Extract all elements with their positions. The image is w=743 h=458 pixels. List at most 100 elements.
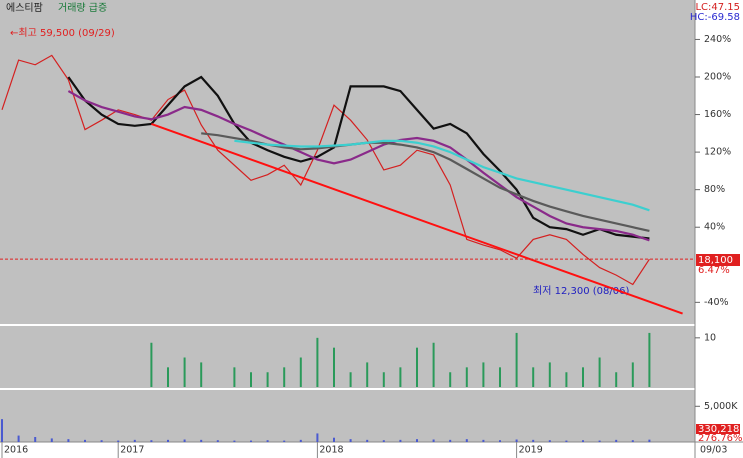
bar xyxy=(1,419,3,442)
hc-label: HC:-69.58 xyxy=(690,12,740,23)
volume-label: 330,218 xyxy=(698,424,739,435)
bar xyxy=(598,357,601,387)
bar xyxy=(299,439,302,442)
bar xyxy=(416,347,418,387)
bar xyxy=(34,437,37,442)
bar xyxy=(548,440,551,442)
high-label: ←최고 59,500 (09/29) xyxy=(10,27,115,39)
bar xyxy=(465,439,468,442)
price-label: 18,100 xyxy=(698,255,733,266)
x-tick-label: 2017 xyxy=(120,445,144,456)
bar xyxy=(100,440,103,442)
bar xyxy=(449,372,452,387)
bar xyxy=(499,440,501,442)
bar xyxy=(482,439,485,442)
series-line xyxy=(234,139,650,212)
bar xyxy=(399,367,402,387)
bar xyxy=(565,440,568,442)
bar xyxy=(233,440,236,442)
bar xyxy=(67,439,70,442)
bar xyxy=(532,367,535,387)
plot-background xyxy=(0,0,695,442)
y-tick-label: 80% xyxy=(704,184,725,195)
x-tick-label: 09/03 xyxy=(700,445,727,456)
bar xyxy=(399,439,402,442)
bar xyxy=(515,439,518,442)
bar xyxy=(50,438,53,442)
bar xyxy=(515,332,518,387)
bar xyxy=(416,439,418,442)
x-tick-label: 2018 xyxy=(319,445,343,456)
bar xyxy=(316,433,319,442)
legend-surge: 거래량 급증 xyxy=(58,2,107,14)
bar xyxy=(349,439,352,442)
bar xyxy=(333,347,335,387)
bar xyxy=(432,342,435,387)
bar xyxy=(499,367,501,387)
bar xyxy=(200,362,203,387)
bar xyxy=(167,367,169,387)
legend-stock: 에스티팜 xyxy=(6,2,43,14)
bar xyxy=(283,440,286,442)
bar xyxy=(250,440,252,442)
bar xyxy=(565,372,568,387)
bar xyxy=(183,439,186,442)
bar xyxy=(465,367,468,387)
bar xyxy=(133,439,136,442)
bar xyxy=(548,362,551,387)
price-box xyxy=(696,254,740,266)
separator xyxy=(0,324,695,326)
bar xyxy=(648,439,651,442)
bar xyxy=(183,357,186,387)
bar xyxy=(299,357,302,387)
bar xyxy=(382,372,385,387)
series-line xyxy=(1,54,650,286)
y-tick-label: 10 xyxy=(704,332,716,343)
ratio-label: 276.76% xyxy=(698,433,743,444)
bar xyxy=(532,439,535,442)
separator xyxy=(0,388,695,390)
change-label: 6.47% xyxy=(698,265,730,276)
y-tick-label: 240% xyxy=(704,34,731,45)
bar xyxy=(615,372,618,387)
bar xyxy=(167,439,169,442)
y-tick-label: 40% xyxy=(704,222,725,233)
bar xyxy=(333,437,335,442)
bar xyxy=(233,367,236,387)
bar xyxy=(432,439,435,442)
bar xyxy=(349,372,352,387)
bar xyxy=(631,362,634,387)
bar xyxy=(84,439,86,442)
bar xyxy=(582,367,584,387)
bar xyxy=(17,435,20,442)
trend-line xyxy=(151,123,683,315)
bar xyxy=(200,439,203,442)
x-tick-label: 2016 xyxy=(4,445,28,456)
y-tick-label: 120% xyxy=(704,147,731,158)
bar xyxy=(150,342,153,387)
lc-label: LC:47.15 xyxy=(695,2,740,13)
bar xyxy=(382,440,385,442)
bar xyxy=(366,439,369,442)
bar xyxy=(266,440,269,442)
bar xyxy=(150,440,153,442)
bar xyxy=(316,337,319,387)
bar xyxy=(449,439,452,442)
bar xyxy=(216,440,219,442)
bar xyxy=(598,440,601,442)
y-tick-label: 200% xyxy=(704,71,731,82)
volume-box xyxy=(696,424,740,434)
bar xyxy=(117,440,120,442)
low-label: 최저 12,300 (08/06) xyxy=(533,285,629,297)
bar xyxy=(615,439,618,442)
bar xyxy=(482,362,485,387)
series-line xyxy=(67,75,650,240)
bar xyxy=(283,367,286,387)
y-tick-label: -40% xyxy=(704,297,729,308)
bar xyxy=(266,372,269,387)
bar xyxy=(582,440,584,442)
series-line xyxy=(67,90,650,242)
bar xyxy=(250,372,252,387)
bar xyxy=(648,332,651,387)
